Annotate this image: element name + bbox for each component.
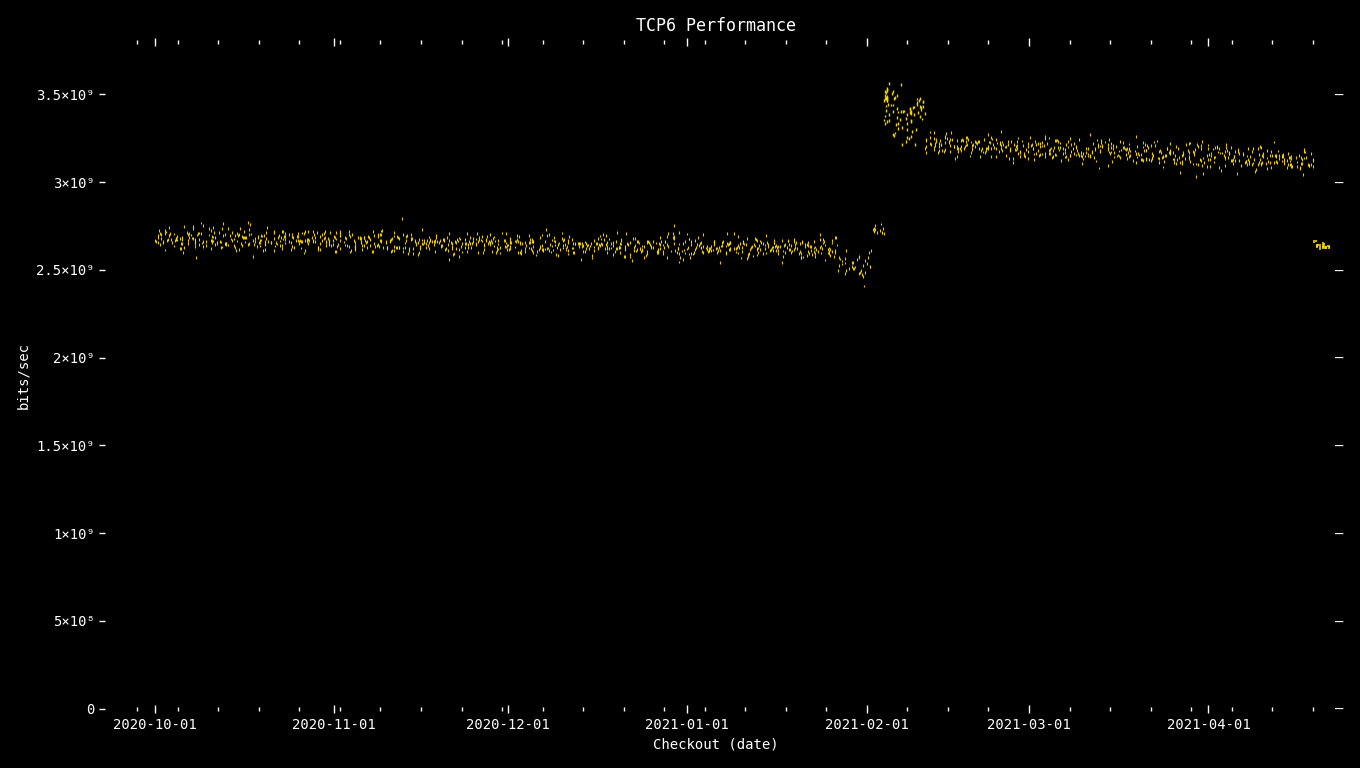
X-axis label: Checkout (date): Checkout (date) — [653, 737, 779, 751]
Y-axis label: bits/sec: bits/sec — [16, 342, 31, 409]
Title: TCP6 Performance: TCP6 Performance — [636, 17, 797, 35]
